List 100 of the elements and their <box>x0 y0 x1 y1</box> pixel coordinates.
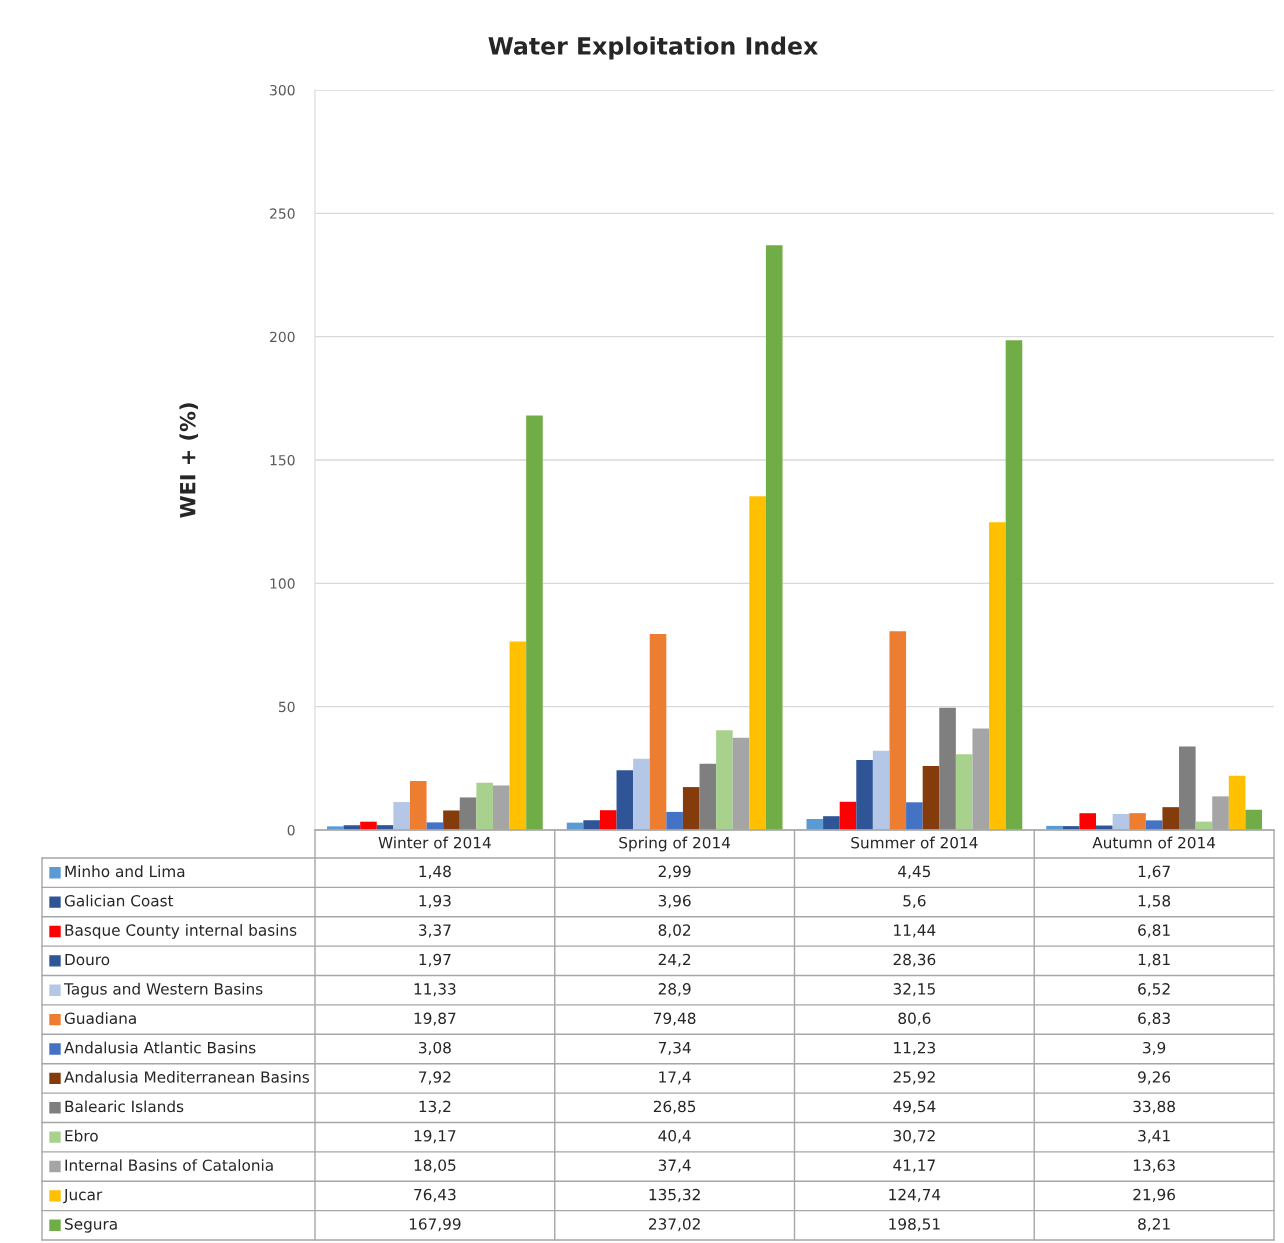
bar <box>765 245 783 830</box>
bar <box>699 763 717 830</box>
data-label: 1,93 <box>419 894 451 909</box>
data-label: 11,44 <box>894 924 936 938</box>
y-tick-label: 100 <box>270 578 295 589</box>
bar <box>1005 340 1023 830</box>
bar <box>716 730 733 830</box>
bar <box>633 758 650 830</box>
bar <box>989 522 1006 830</box>
data-label: 3,96 <box>658 894 691 909</box>
data-label: 198,51 <box>889 1218 940 1232</box>
x-tick-label: Summer of 2014 <box>851 836 978 849</box>
data-label: 3,08 <box>419 1041 451 1055</box>
data-label: 124,74 <box>889 1188 941 1202</box>
bar <box>476 782 493 830</box>
data-label: 1,67 <box>1138 865 1170 879</box>
bar <box>1245 809 1263 830</box>
legend-label: Andalusia Atlantic Basins <box>64 1041 256 1054</box>
bar <box>889 631 907 830</box>
data-label: 79,48 <box>654 1012 696 1026</box>
bar <box>682 787 700 830</box>
data-label: 3,41 <box>1138 1130 1170 1144</box>
legend-label: Tagus and Western Basins <box>63 982 263 998</box>
bar <box>616 770 634 830</box>
bar <box>939 707 956 830</box>
bar <box>1129 813 1146 830</box>
data-label: 7,34 <box>658 1041 691 1055</box>
legend-label: Ebro <box>65 1129 98 1142</box>
bar <box>749 496 766 830</box>
data-label: 7,92 <box>419 1071 451 1085</box>
bar <box>906 802 923 830</box>
bar <box>1145 820 1163 830</box>
data-label: 5,6 <box>903 894 926 909</box>
bar <box>823 816 840 830</box>
y-tick-label: 300 <box>270 84 295 96</box>
y-tick-label: 200 <box>270 331 295 343</box>
bar <box>1112 813 1130 830</box>
bar <box>922 766 940 830</box>
data-label: 32,15 <box>893 983 935 997</box>
data-label: 18,05 <box>414 1159 456 1173</box>
bar <box>1079 813 1097 830</box>
bar <box>393 802 410 830</box>
y-tick-label: 50 <box>278 701 295 713</box>
data-label: 11,33 <box>414 983 456 997</box>
data-label: 8,21 <box>1138 1218 1170 1232</box>
data-label: 6,52 <box>1138 983 1170 997</box>
data-label: 19,17 <box>414 1130 456 1144</box>
bar <box>1228 775 1246 830</box>
data-label: 41,17 <box>893 1159 935 1173</box>
legend-label: Guadiana <box>64 1012 136 1025</box>
data-label: 3,37 <box>419 924 451 938</box>
data-label: 80,6 <box>898 1012 931 1026</box>
bar <box>856 760 873 830</box>
legend-label: Jucar <box>63 1189 103 1204</box>
bar <box>872 750 890 830</box>
data-label: 2,99 <box>658 865 691 879</box>
x-tick-label: Autumn of 2014 <box>1092 836 1216 849</box>
data-label: 167,99 <box>409 1218 461 1232</box>
data-label: 28,36 <box>893 953 936 967</box>
data-label: 21,96 <box>1133 1188 1176 1202</box>
y-tick-label: 0 <box>287 824 295 836</box>
bar <box>583 820 600 830</box>
data-label: 1,97 <box>419 953 451 967</box>
data-label: 40,4 <box>658 1130 691 1144</box>
legend-label: Balearic Islands <box>65 1100 184 1113</box>
x-tick-label: Winter of 2014 <box>378 836 491 849</box>
data-label: 25,92 <box>893 1071 935 1085</box>
data-label: 13,2 <box>419 1100 451 1114</box>
bar <box>409 780 427 830</box>
data-label: 19,87 <box>414 1012 456 1026</box>
legend-label: Internal Basins of Catalonia <box>65 1159 273 1171</box>
data-label: 1,81 <box>1138 953 1170 967</box>
data-label: 237,02 <box>649 1218 700 1232</box>
y-tick-label: 150 <box>270 454 295 466</box>
bar <box>955 754 973 830</box>
legend-label: Douro <box>65 953 110 966</box>
data-label: 3,9 <box>1143 1041 1166 1055</box>
x-tick-label: Spring of 2014 <box>619 836 731 852</box>
legend-label: Galician Coast <box>64 894 174 907</box>
bar <box>526 415 543 830</box>
y-tick-label: 250 <box>270 208 295 219</box>
data-label: 6,81 <box>1138 924 1170 938</box>
data-label: 8,02 <box>658 924 691 938</box>
bar <box>1162 807 1180 830</box>
data-label: 17,4 <box>659 1071 691 1085</box>
bar <box>806 819 824 830</box>
chart-title: Water Exploitation Index <box>488 36 818 60</box>
data-label: 6,83 <box>1138 1012 1170 1026</box>
data-label: 30,72 <box>893 1130 935 1144</box>
data-label: 49,54 <box>893 1100 936 1114</box>
bar <box>839 801 857 830</box>
bar <box>666 811 683 830</box>
legend-label: Segura <box>65 1218 117 1233</box>
data-label: 13,63 <box>1133 1159 1175 1173</box>
bar <box>509 641 527 830</box>
data-label: 1,48 <box>419 865 451 879</box>
data-label: 26,85 <box>653 1100 696 1114</box>
legend-label: Basque County internal basins <box>65 924 297 939</box>
data-label: 9,26 <box>1138 1071 1171 1085</box>
data-label: 76,43 <box>414 1188 456 1202</box>
